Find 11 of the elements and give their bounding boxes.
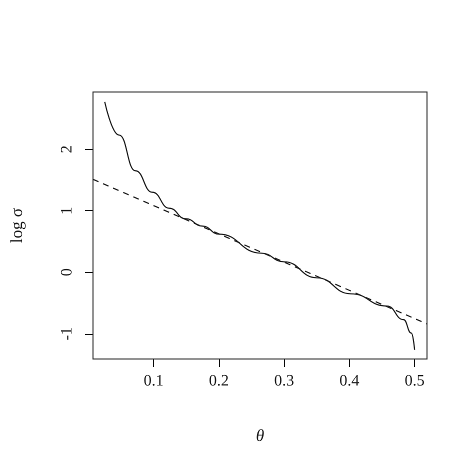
y-tick-label: 1 — [58, 206, 76, 215]
x-tick-label: 0.1 — [144, 372, 164, 390]
y-tick-label: 0 — [58, 268, 76, 276]
x-tick-label: 0.2 — [208, 372, 229, 390]
x-tick-label: 0.3 — [274, 372, 294, 390]
y-tick-label: -1 — [58, 327, 76, 340]
y-tick-label: 2 — [58, 145, 76, 154]
x-tick-label: 0.4 — [339, 372, 360, 390]
y-axis-title: log σ — [7, 208, 26, 244]
x-axis-title: θ — [256, 426, 264, 445]
x-tick-label: 0.5 — [404, 372, 425, 390]
